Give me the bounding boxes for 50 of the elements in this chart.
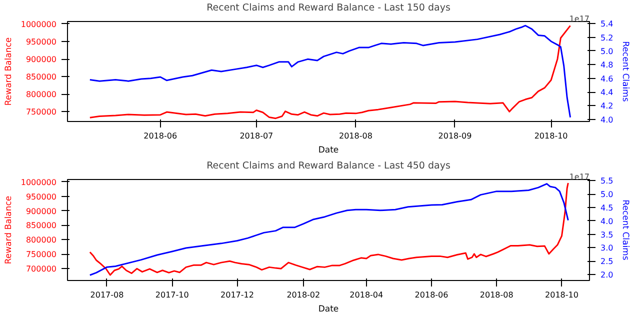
y2-tick-label: 4.4 [600,88,614,98]
y-tick-label: 700000 [26,264,57,274]
y-tick-label: 900000 [26,206,57,216]
y-tick-label: 750000 [26,250,57,260]
y-tick-label: 750000 [26,108,57,117]
y2-axis-title: Recent Claims [620,41,630,102]
y-tick-label: 850000 [26,72,57,82]
y-tick-label: 800000 [26,236,57,245]
y-tick-label: 800000 [26,90,57,100]
y2-tick-label: 4.8 [600,60,614,70]
x-tick-label: 2018-10 [534,132,568,140]
x-tick-label: 2018-04 [350,290,384,300]
x-tick-label: 2018-02 [286,290,320,300]
x-tick-label: 2018-08 [480,290,514,300]
y-tick-label: 1000000 [20,20,57,29]
y2-tick-label: 5.4 [600,20,614,29]
y-axis-title: Reward Balance [4,196,14,264]
y2-tick-label: 5.0 [600,190,614,200]
x-tick-label: 2018-06 [144,132,178,140]
chart-title: Recent Claims and Reward Balance - Last 150 days [206,2,450,14]
y-tick-label: 950000 [26,192,57,202]
y2-tick-label: 2.0 [600,270,614,280]
x-axis-title: Date [318,304,339,314]
y2-tick-label: 3.5 [600,230,614,240]
y-tick-label: 950000 [26,38,57,46]
chart-title: Recent Claims and Reward Balance - Last 450 days [206,160,450,172]
y2-tick-label: 5.2 [600,33,614,42]
x-tick-label: 2017-12 [220,290,254,300]
y2-tick-label: 3.0 [600,244,614,253]
x-tick-label: 2018-07 [240,132,274,140]
y2-tick-label: 4.0 [600,115,614,124]
y-axis-title: Reward Balance [4,37,14,106]
x-tick-label: 2017-10 [155,290,189,300]
y-tick-label: 900000 [26,55,57,64]
y2-tick-label: 4.5 [600,203,614,212]
y2-tick-label: 4.2 [600,102,614,111]
y2-tick-label: 4.0 [600,216,614,226]
x-tick-label: 2017-08 [90,290,124,300]
x-tick-label: 2018-08 [339,132,372,140]
x-tick-label: 2018-10 [545,290,578,300]
x-tick-label: 2018-09 [438,132,472,140]
y2-tick-label: 5.0 [600,46,614,56]
y2-axis-title: Recent Claims [620,200,630,261]
y2-tick-label: 2.5 [600,257,614,266]
y2-tick-label: 5.5 [600,176,614,186]
y2-tick-label: 4.6 [600,74,614,84]
x-axis-title: Date [318,146,339,156]
y-tick-label: 850000 [26,221,57,230]
x-tick-label: 2018-06 [414,290,448,300]
y-tick-label: 1000000 [20,178,57,187]
